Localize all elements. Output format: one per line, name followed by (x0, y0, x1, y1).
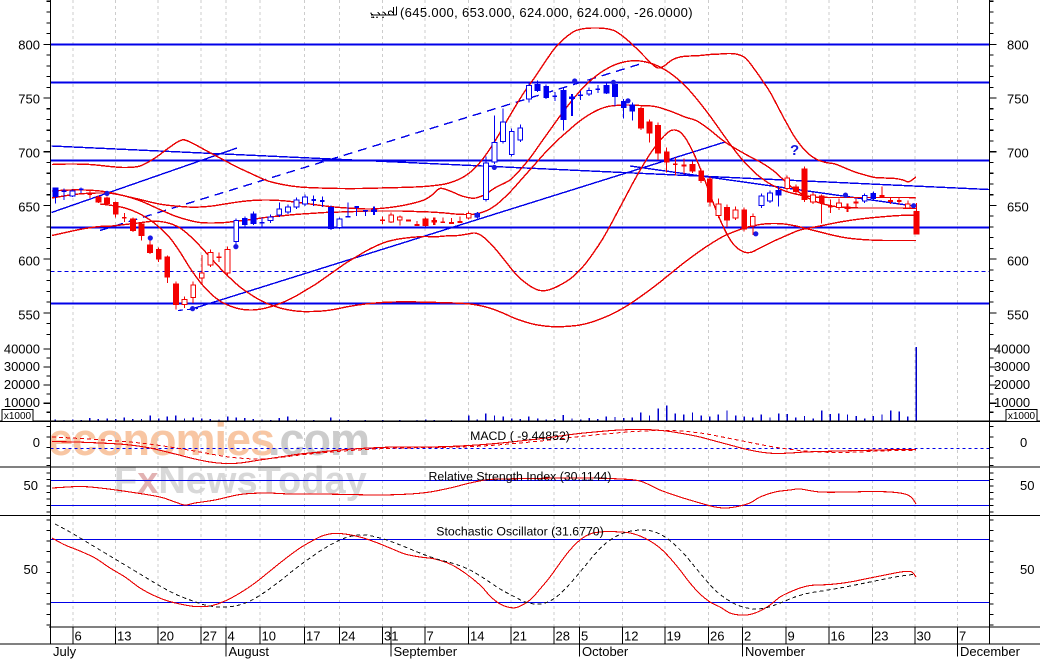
svg-text:?: ? (790, 142, 799, 159)
svg-text:20: 20 (160, 629, 174, 644)
svg-text:21: 21 (513, 629, 527, 644)
svg-text:5: 5 (581, 629, 588, 644)
svg-text:50: 50 (1020, 562, 1034, 577)
svg-text:700: 700 (1007, 146, 1029, 161)
svg-text:19: 19 (667, 629, 681, 644)
svg-text:10: 10 (262, 629, 276, 644)
svg-text:20000: 20000 (994, 377, 1030, 392)
svg-text:50: 50 (24, 562, 38, 577)
svg-text:50: 50 (1020, 478, 1034, 493)
svg-text:27: 27 (203, 629, 217, 644)
svg-text:750: 750 (1007, 92, 1029, 107)
svg-text:Stochastic Oscillator (31.6770: Stochastic Oscillator (31.6770) (436, 525, 603, 539)
svg-text:30000: 30000 (994, 359, 1030, 374)
svg-text:600: 600 (18, 254, 40, 269)
svg-text:Relative Strength Index (30.11: Relative Strength Index (30.1144) (429, 470, 612, 484)
svg-text:13: 13 (117, 629, 131, 644)
svg-text:40000: 40000 (4, 342, 40, 357)
svg-text:600: 600 (1007, 254, 1029, 269)
svg-text:October: October (582, 644, 629, 659)
svg-text:550: 550 (18, 308, 40, 323)
svg-text:x1000: x1000 (1008, 411, 1036, 422)
svg-text:50: 50 (24, 478, 38, 493)
svg-text:650: 650 (1007, 200, 1029, 215)
svg-text:6: 6 (75, 629, 82, 644)
svg-text:800: 800 (18, 38, 40, 53)
svg-text:2: 2 (744, 629, 751, 644)
svg-text:MACD ( -9.44852): MACD ( -9.44852) (470, 429, 570, 443)
svg-text:7: 7 (959, 629, 966, 644)
svg-text:24: 24 (341, 629, 355, 644)
svg-text:26: 26 (710, 629, 724, 644)
svg-text:(645.000, 653.000, 624.000, 62: (645.000, 653.000, 624.000, 624.000, -26… (400, 5, 693, 20)
svg-text:40000: 40000 (994, 342, 1030, 357)
svg-text:November: November (745, 644, 806, 659)
svg-text:December: December (960, 644, 1021, 659)
svg-text:28: 28 (556, 629, 570, 644)
svg-text:July: July (53, 644, 77, 659)
svg-text:550: 550 (1007, 308, 1029, 323)
svg-text:September: September (394, 644, 458, 659)
svg-text:20000: 20000 (4, 377, 40, 392)
svg-text:4: 4 (228, 629, 235, 644)
svg-text:9: 9 (788, 629, 795, 644)
svg-text:economies: economies (48, 414, 274, 465)
svg-text:0: 0 (33, 435, 40, 450)
svg-text:30: 30 (917, 629, 931, 644)
svg-text:10000: 10000 (994, 395, 1030, 410)
svg-text:800: 800 (1007, 38, 1029, 53)
svg-text:750: 750 (18, 92, 40, 107)
svg-text:16: 16 (831, 629, 845, 644)
svg-text:23: 23 (874, 629, 888, 644)
svg-text:700: 700 (18, 146, 40, 161)
svg-text:12: 12 (624, 629, 638, 644)
svg-text:10000: 10000 (4, 395, 40, 410)
svg-text:x1000: x1000 (4, 411, 32, 422)
svg-text:17: 17 (306, 629, 320, 644)
svg-text:14: 14 (470, 629, 484, 644)
svg-text:0: 0 (1020, 435, 1027, 450)
svg-text:650: 650 (18, 200, 40, 215)
svg-text:7: 7 (427, 629, 434, 644)
svg-text:August: August (229, 644, 270, 659)
svg-text:30000: 30000 (4, 359, 40, 374)
